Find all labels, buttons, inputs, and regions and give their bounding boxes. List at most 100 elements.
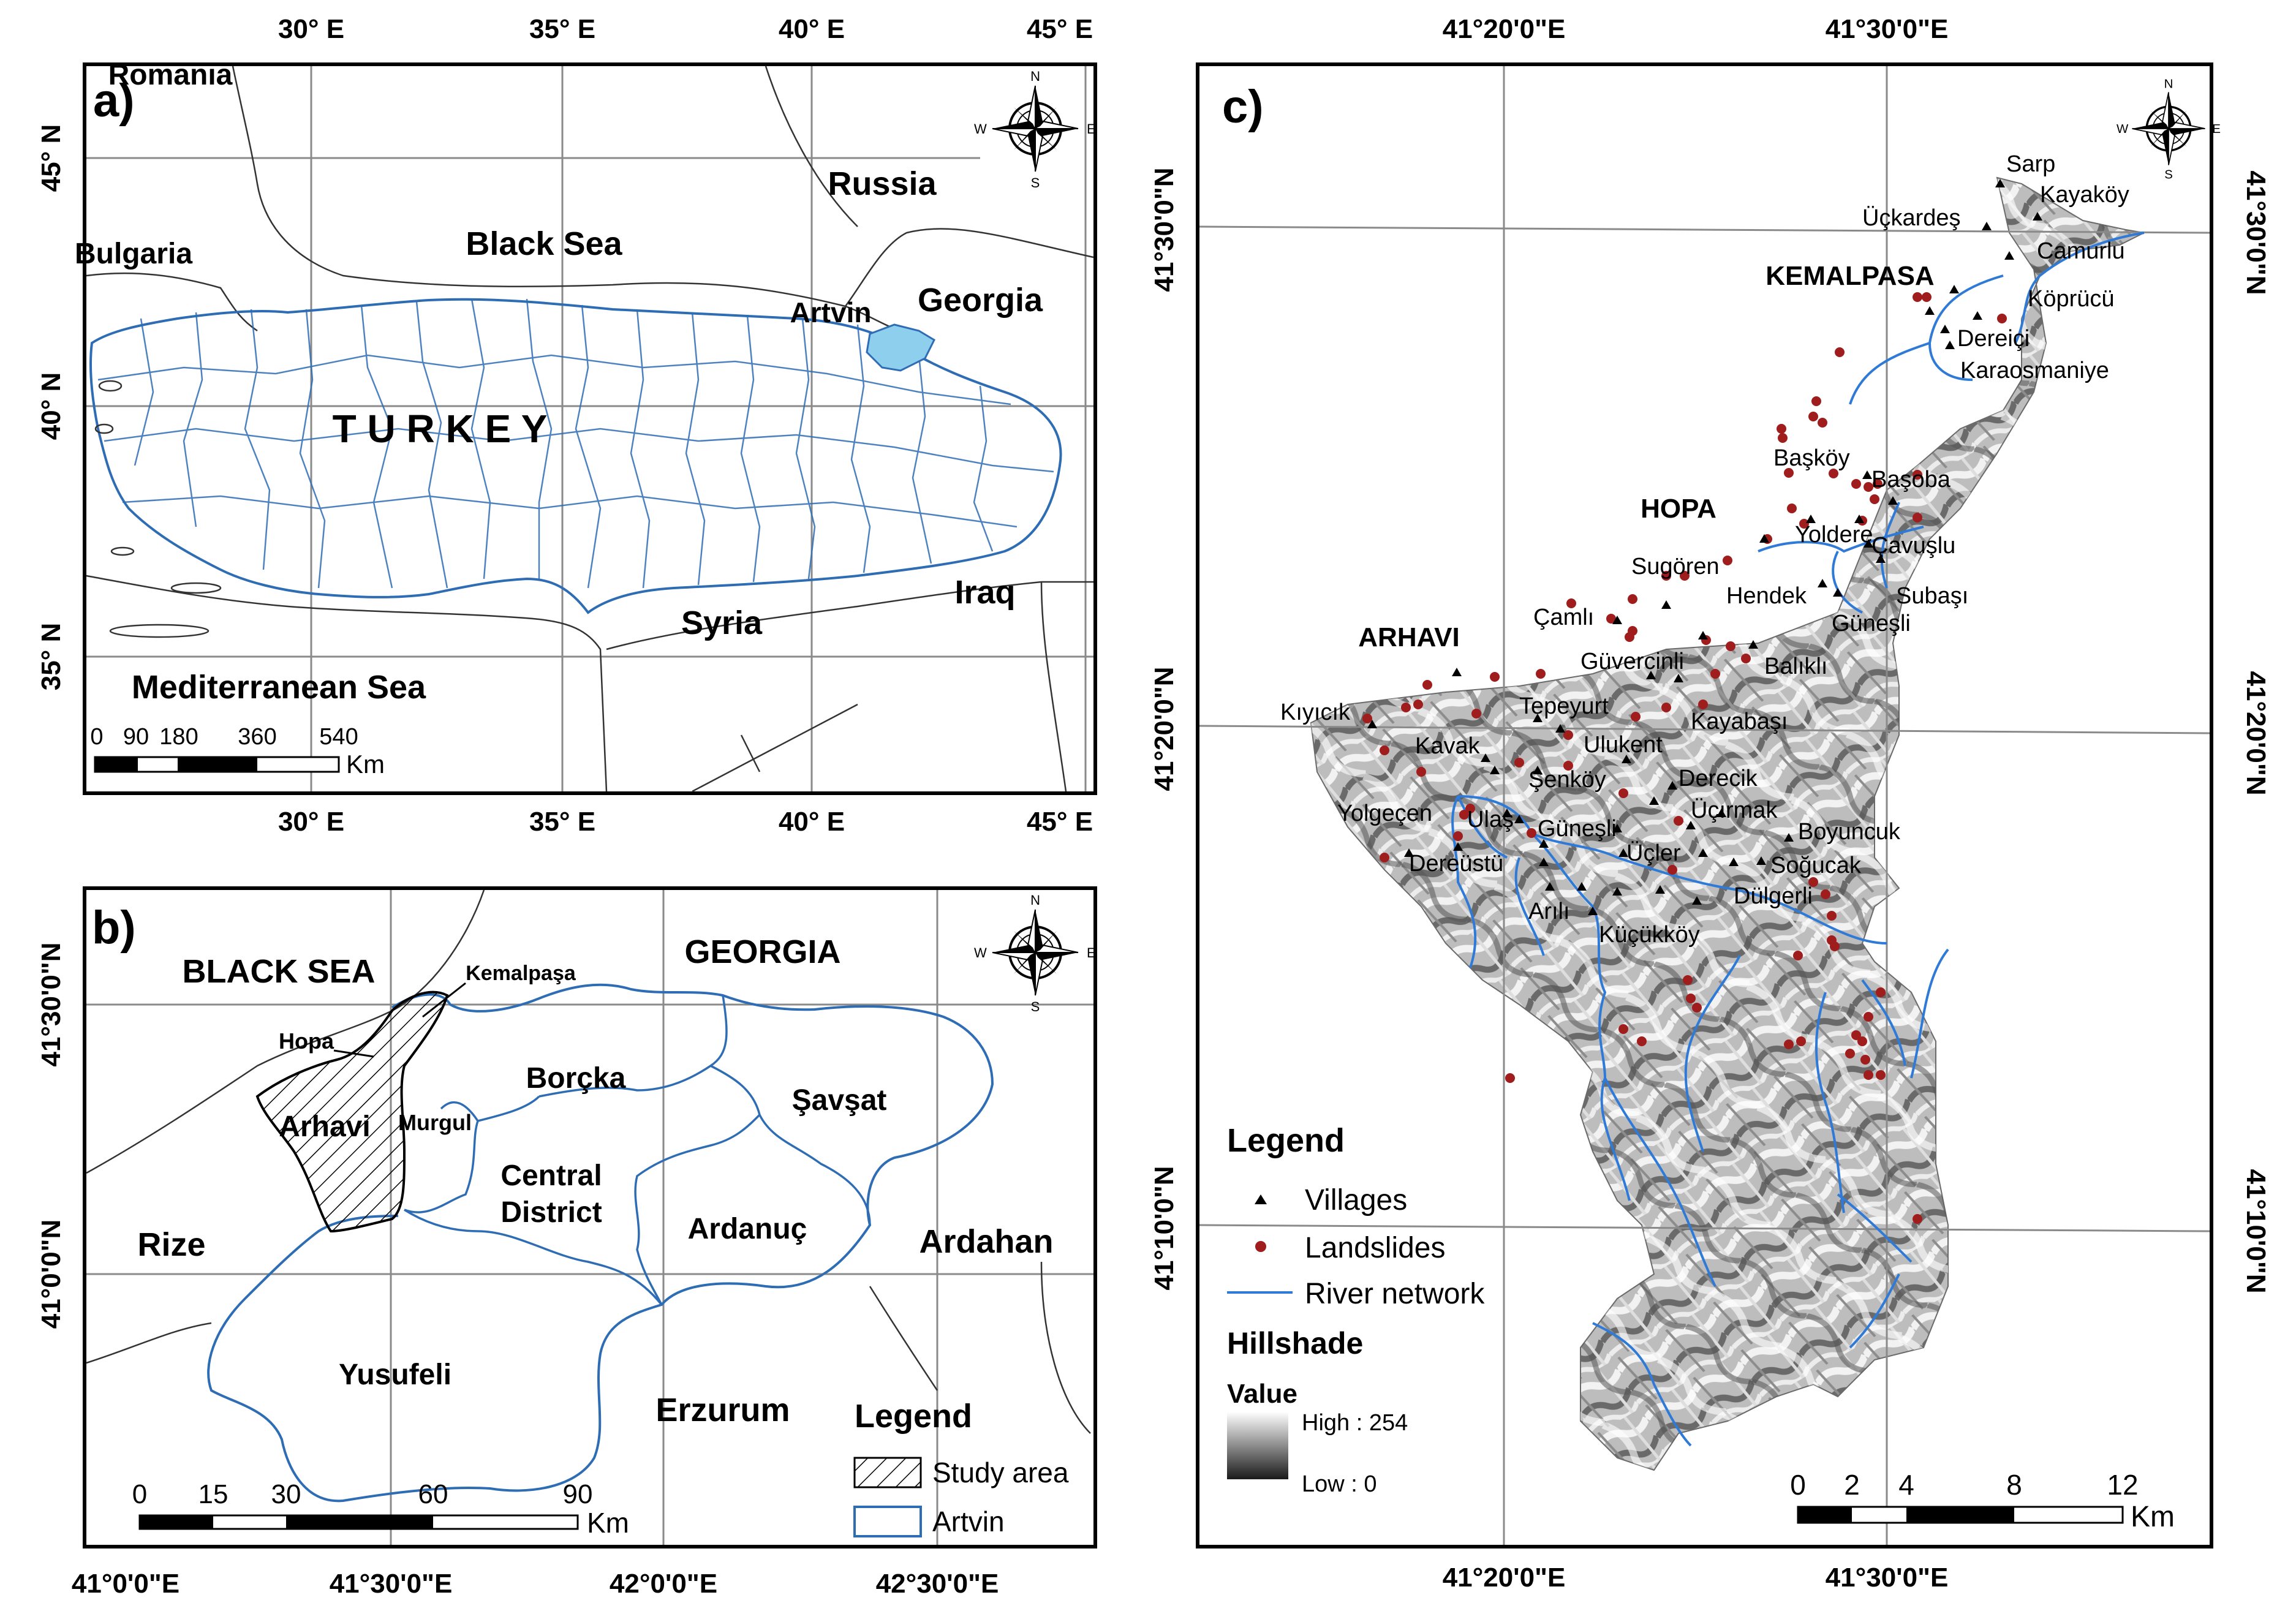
panel-a-label-bulgaria: Bulgaria <box>75 238 192 270</box>
svg-text:W: W <box>974 945 987 960</box>
village-label: Şenköy <box>1528 767 1606 793</box>
village-label: Üçırmak <box>1691 798 1778 823</box>
svg-text:0: 0 <box>90 724 103 750</box>
svg-text:E: E <box>1087 121 1096 137</box>
svg-text:N: N <box>2164 78 2173 91</box>
village-label: Yolgeçen <box>1337 801 1432 826</box>
village-label: Tepeyurt <box>1519 693 1609 719</box>
village-label: Başköy <box>1773 445 1850 471</box>
panel-b-label-ardanuc: Ardanuç <box>688 1213 807 1245</box>
panel-b-scale-bar: 0 15 30 60 90 Km <box>132 1479 629 1539</box>
svg-text:Km: Km <box>2131 1501 2175 1533</box>
village-label: Güvercinli <box>1580 649 1684 674</box>
panel-a-top-tick: 30° E <box>278 14 344 44</box>
panel-c-top-tick: 41°30'0"E <box>1826 14 1949 44</box>
landslide-points <box>1362 292 2007 1224</box>
village-labels: Sarp Kayaköy Üçkardeş Camurlu Köprücü De… <box>1280 151 2129 948</box>
panel-b-label-district: District <box>500 1196 602 1229</box>
svg-text:Study area: Study area <box>932 1457 1069 1488</box>
panel-c-frame <box>1196 62 2213 1548</box>
svg-text:540: 540 <box>319 724 358 750</box>
svg-text:Km: Km <box>587 1507 629 1539</box>
svg-text:S: S <box>1031 175 1040 190</box>
panel-b-label-borcka: Borçka <box>526 1062 626 1095</box>
svg-text:E: E <box>2212 123 2221 136</box>
village-label: Derecik <box>1679 766 1758 791</box>
village-label: Ulaş <box>1467 807 1514 832</box>
panel-a-scale-bar: 0 90 180 360 540 Km <box>90 724 385 779</box>
village-label: Güneşli <box>1832 611 1911 636</box>
study-area-polygon <box>255 990 449 1233</box>
panel-a-bottom-tick: 40° E <box>779 807 845 837</box>
svg-text:180: 180 <box>159 724 198 750</box>
svg-text:Legend: Legend <box>1227 1122 1345 1159</box>
svg-text:30: 30 <box>271 1479 301 1509</box>
panel-b-label-arhavi: Arhavi <box>279 1111 370 1143</box>
panel-b-label-savsat: Şavşat <box>792 1084 887 1117</box>
panel-b-left-tick: 41°30'0"N <box>36 942 66 1066</box>
panel-a-label-turkey: T U R K E Y <box>333 407 548 451</box>
svg-text:Km: Km <box>346 750 385 779</box>
legend-landslide-icon <box>1255 1241 1266 1252</box>
panel-a-bottom-tick: 45° E <box>1027 807 1093 837</box>
panel-a-compass-icon: N S E W <box>974 69 1096 190</box>
svg-text:E: E <box>1087 945 1096 960</box>
legend-hillshade-ramp <box>1227 1412 1288 1479</box>
svg-text:2: 2 <box>1844 1469 1860 1501</box>
village-label: Sarp <box>2006 151 2055 177</box>
svg-text:High : 254: High : 254 <box>1302 1410 1408 1436</box>
town-label-kemalpasa: KEMALPASA <box>1765 261 1934 291</box>
panel-c-title: c) <box>1222 81 1264 133</box>
panel-c-left-tick: 41°10'0"N <box>1149 1166 1179 1290</box>
panel-b-title: b) <box>92 902 136 954</box>
panel-b-bottom-tick: 41°30'0"E <box>330 1569 453 1599</box>
village-label: Boyuncuk <box>1798 819 1901 845</box>
panel-c-legend: Legend Villages Landslides River network… <box>1227 1122 1485 1497</box>
panel-b-label-kemalpasa: Kemalpaşa <box>466 962 576 985</box>
village-label: Köprücü <box>2028 286 2115 312</box>
svg-text:Hillshade: Hillshade <box>1227 1326 1363 1360</box>
panel-b-label-yusufeli: Yusufeli <box>339 1359 451 1391</box>
panel-c-right-tick: 41°10'0"N <box>2241 1169 2271 1293</box>
svg-text:Legend: Legend <box>855 1398 972 1435</box>
panel-b-label-hopa: Hopa <box>279 1028 334 1054</box>
panel-b-label-rize: Rize <box>137 1226 205 1263</box>
svg-text:12: 12 <box>2107 1469 2138 1501</box>
village-label: Üçkardeş <box>1862 205 1961 231</box>
village-label: Subaşı <box>1896 583 1968 609</box>
panel-a-frame <box>83 62 1097 795</box>
town-label-hopa: HOPA <box>1641 494 1716 524</box>
panel-c: KEMALPASA HOPA ARHAVI Sarp Kayaköy Üçkar… <box>1149 14 2271 1593</box>
village-label: Kayaköy <box>2040 182 2129 208</box>
panel-a-top-tick: 45° E <box>1027 14 1093 44</box>
panel-a-title: a) <box>93 75 135 127</box>
panel-c-scale-bar: 0 2 4 8 12 Km <box>1790 1469 2175 1533</box>
panel-b-label-ardahan: Ardahan <box>919 1223 1053 1260</box>
panel-b-label-murgul: Murgul <box>398 1110 472 1135</box>
village-label: Dereiçi <box>1957 326 2030 352</box>
village-label: Çavuşlu <box>1871 533 1955 559</box>
village-label: Kavak <box>1415 733 1481 759</box>
svg-text:Villages: Villages <box>1305 1184 1407 1216</box>
panel-b-bottom-tick: 42°0'0"E <box>610 1569 717 1599</box>
panel-a-label-iraq: Iraq <box>954 574 1015 611</box>
legend-village-icon <box>1255 1194 1267 1204</box>
village-label: Başoba <box>1871 467 1951 492</box>
panel-a-label-black-sea: Black Sea <box>466 225 622 262</box>
svg-text:0: 0 <box>1790 1469 1806 1501</box>
panel-a-top-tick: 35° E <box>529 14 595 44</box>
panel-a-left-tick: 40° N <box>36 372 66 440</box>
village-label: Balıklı <box>1764 654 1827 679</box>
village-label: Hendek <box>1726 583 1807 609</box>
village-label: Kıyıcık <box>1280 700 1351 725</box>
village-label: Karaosmaniye <box>1960 358 2109 383</box>
panel-c-compass-icon: N S E W <box>2117 78 2221 182</box>
panel-a-label-russia: Russia <box>828 165 937 202</box>
village-label: Camurlu <box>2037 238 2125 264</box>
panel-a-label-romania: Romania <box>108 59 233 91</box>
artvin-province-highlight <box>866 323 935 372</box>
legend-artvin-swatch <box>853 1506 922 1537</box>
svg-text:8: 8 <box>2006 1469 2022 1501</box>
panel-b-label-georgia: GEORGIA <box>684 934 840 970</box>
village-label: Kayabaşı <box>1691 709 1788 734</box>
